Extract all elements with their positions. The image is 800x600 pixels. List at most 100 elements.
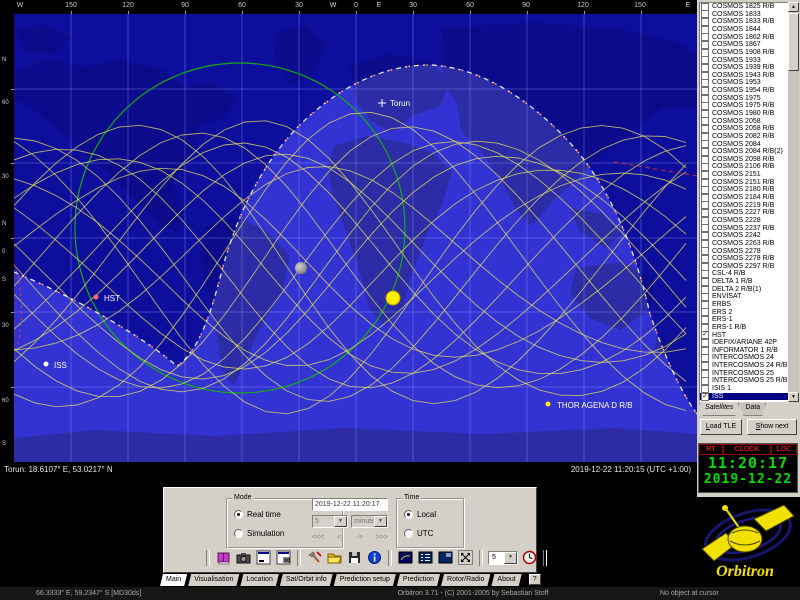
step-arrow-button[interactable]: <<< xyxy=(312,534,325,541)
satellite-row[interactable]: INFORMATOR 1 R/B xyxy=(700,346,788,355)
satellite-checkbox[interactable] xyxy=(701,354,709,363)
clock-tab-loc[interactable]: LOC xyxy=(771,444,797,455)
satellite-checkbox[interactable] xyxy=(701,346,709,355)
tab-rotor-radio[interactable]: Rotor/Radio xyxy=(441,574,490,586)
satellite-row[interactable]: COSMOS 2106 R/B xyxy=(700,163,788,172)
step-arrow-button[interactable]: <- xyxy=(337,534,344,541)
satellite-checkbox[interactable] xyxy=(701,262,709,271)
satellite-checkbox[interactable] xyxy=(701,369,709,378)
satellite-row[interactable]: COSMOS 1833 xyxy=(700,10,788,19)
tab-sat-orbit-info[interactable]: Sat/Orbit info xyxy=(280,574,333,586)
screenshot-camera-icon[interactable] xyxy=(235,549,252,566)
satellite-row[interactable]: COSMOS 2084 R/B(2) xyxy=(700,148,788,156)
satellite-checkbox[interactable] xyxy=(701,270,709,279)
satellite-row[interactable]: COSMOS 2263 R/B xyxy=(700,239,788,248)
satellite-checkbox[interactable] xyxy=(701,125,709,134)
satellite-row[interactable]: COSMOS 2058 xyxy=(700,117,788,126)
satellite-row[interactable]: ISIS 1 xyxy=(700,384,788,393)
satellite-checkbox[interactable] xyxy=(701,3,709,11)
satellite-checkbox[interactable]: ✓ xyxy=(701,331,709,340)
satellite-checkbox[interactable] xyxy=(701,178,709,187)
satellite-checkbox[interactable] xyxy=(701,377,709,386)
satellite-checkbox[interactable] xyxy=(701,209,709,218)
satellite-row[interactable]: COSMOS 2151 R/B xyxy=(700,178,788,187)
satellite-row[interactable]: COSMOS 2184 R/B xyxy=(700,193,788,202)
satellite-row[interactable]: COSMOS 2228 xyxy=(700,216,788,225)
satellite-checkbox[interactable] xyxy=(701,254,709,263)
satellite-checkbox[interactable] xyxy=(701,186,709,195)
chevron-down-icon[interactable]: ▼ xyxy=(334,516,347,527)
satellite-row[interactable]: COSMOS 1943 R/B xyxy=(700,71,788,80)
satellite-marker-thor[interactable] xyxy=(545,401,551,407)
satellite-checkbox[interactable] xyxy=(701,247,709,256)
satellite-checkbox[interactable] xyxy=(701,10,709,19)
clock-tab-clock[interactable]: CLOCK xyxy=(723,444,771,455)
satellite-checkbox[interactable] xyxy=(701,193,709,202)
satellite-row[interactable]: COSMOS 1833 R/B xyxy=(700,18,788,27)
satellite-checkbox[interactable] xyxy=(701,71,709,80)
open-folder-icon[interactable] xyxy=(326,549,343,566)
satellite-row[interactable]: COSMOS 1975 xyxy=(700,94,788,103)
satellite-checkbox[interactable] xyxy=(701,163,709,172)
map-view-icon[interactable] xyxy=(397,549,414,566)
satellite-checkbox[interactable] xyxy=(701,361,709,370)
setup-tools-icon[interactable] xyxy=(306,549,323,566)
window-restore-icon[interactable] xyxy=(275,549,292,566)
chevron-down-icon[interactable]: ▼ xyxy=(374,516,387,527)
satellite-row[interactable]: COSMOS 1825 R/B xyxy=(700,3,788,11)
satellite-checkbox[interactable] xyxy=(701,232,709,241)
satellite-row[interactable]: IDEFIX/ARIANE 42P xyxy=(700,339,788,348)
satellite-row[interactable]: CSL-4 R/B xyxy=(700,270,788,279)
satellite-row[interactable]: COSMOS 2098 R/B xyxy=(700,155,788,164)
satellite-row[interactable]: DELTA 2 R/B(1) xyxy=(700,285,788,294)
satellite-checkbox[interactable] xyxy=(701,148,709,156)
satellite-checkbox[interactable] xyxy=(701,277,709,286)
fullscreen-arrows-icon[interactable] xyxy=(457,549,474,566)
tab-location[interactable]: Location xyxy=(240,574,278,586)
time-radio-utc[interactable]: UTC xyxy=(404,529,433,538)
satellite-row[interactable]: COSMOS 1939 R/B xyxy=(700,63,788,72)
satellite-checkbox[interactable] xyxy=(701,86,709,95)
satellite-checkbox[interactable] xyxy=(701,18,709,27)
satellite-checkbox[interactable] xyxy=(701,41,709,50)
satellite-checkbox[interactable] xyxy=(701,316,709,325)
mode-radio-real-time[interactable]: Real time xyxy=(234,510,281,519)
moon-marker[interactable] xyxy=(295,262,307,274)
split-view-icon[interactable] xyxy=(437,549,454,566)
satellite-checkbox[interactable]: ✓ xyxy=(701,392,709,401)
satellite-list-scrollbar[interactable]: ▲ ▼ xyxy=(788,2,799,402)
satellite-checkbox[interactable] xyxy=(701,170,709,179)
satellite-checkbox[interactable] xyxy=(701,140,709,149)
load-tle-button[interactable]: Load TLE xyxy=(700,419,742,435)
scroll-down-button[interactable]: ▼ xyxy=(788,392,799,402)
satellite-row[interactable]: COSMOS 2227 R/B xyxy=(700,209,788,218)
show-next-button[interactable]: Show next xyxy=(747,419,797,435)
satellite-row[interactable]: INTERCOSMOS 24 R/B xyxy=(700,361,788,370)
tab-about[interactable]: About xyxy=(491,574,521,586)
satellite-checkbox[interactable] xyxy=(701,216,709,225)
mode-radio-simulation[interactable]: Simulation xyxy=(234,529,284,538)
satlist-tab-data[interactable]: Data xyxy=(739,403,766,416)
step-arrow-button[interactable]: >>> xyxy=(375,534,388,541)
step-value-combo[interactable]: 5 ▼ xyxy=(312,515,348,528)
satellite-row[interactable]: COSMOS 1980 R/B xyxy=(700,109,788,118)
satellite-row[interactable]: COSMOS 1954 R/B xyxy=(700,86,788,95)
satellite-row[interactable]: INTERCOSMOS 24 xyxy=(700,354,788,363)
satellite-row[interactable]: ERBS xyxy=(700,300,788,309)
chevron-down-icon[interactable]: ▼ xyxy=(504,551,517,564)
satellite-row[interactable]: ERS-1 R/B xyxy=(700,323,788,332)
satellite-checkbox[interactable] xyxy=(701,56,709,65)
satellite-checkbox[interactable] xyxy=(701,323,709,332)
satellite-row[interactable]: INTERCOSMOS 25 R/B xyxy=(700,377,788,386)
help-button[interactable]: ? xyxy=(528,574,541,585)
satellite-marker-iss[interactable] xyxy=(43,361,49,367)
tab-prediction-setup[interactable]: Prediction setup xyxy=(334,574,396,586)
satellite-checkbox[interactable] xyxy=(701,33,709,42)
satellite-checkbox[interactable] xyxy=(701,94,709,103)
satellite-row[interactable]: COSMOS 2278 R/B xyxy=(700,254,788,263)
satellite-row[interactable]: ✓ HST xyxy=(700,331,788,340)
satellite-checkbox[interactable] xyxy=(701,79,709,88)
satlist-tab-satellites[interactable]: Satellites xyxy=(699,403,739,416)
satellite-row[interactable]: COSMOS 1975 R/B xyxy=(700,102,788,111)
satellite-checkbox[interactable] xyxy=(701,239,709,248)
